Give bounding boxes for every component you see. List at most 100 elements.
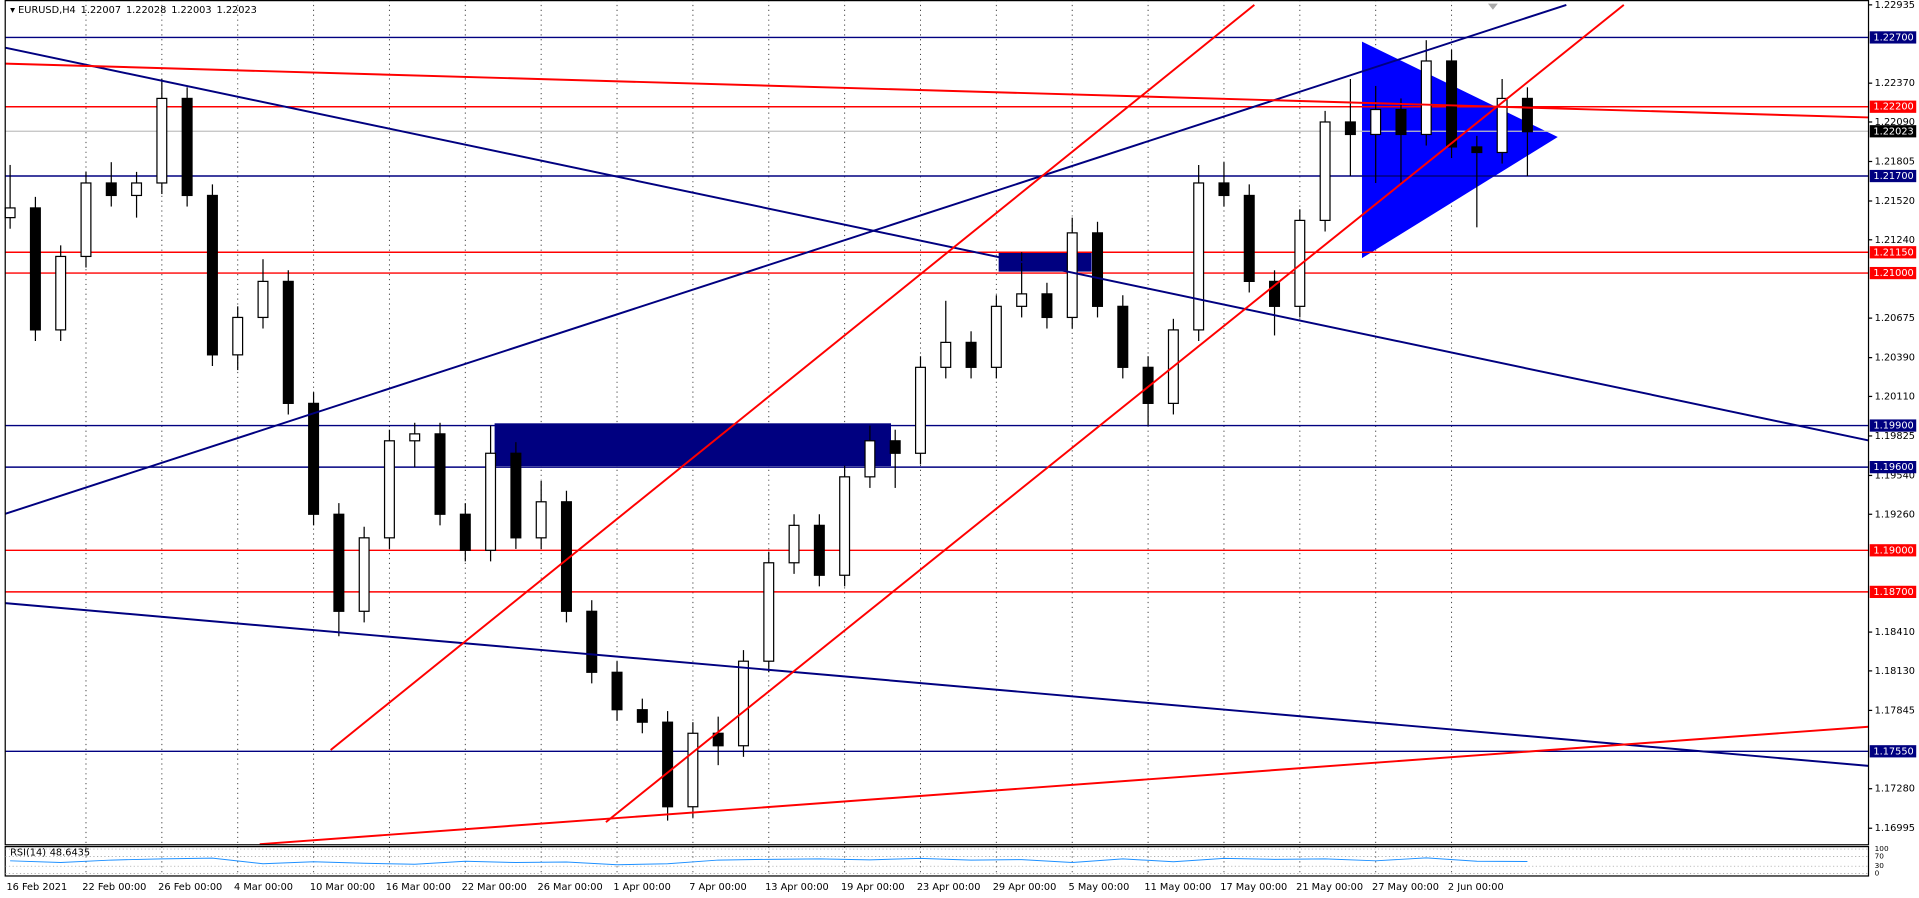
candle-body	[1117, 305, 1129, 368]
level-label-box	[1869, 246, 1917, 259]
candle-body	[1193, 182, 1205, 331]
candle-body	[131, 182, 143, 197]
candle-body	[434, 433, 446, 515]
candle-body	[1016, 293, 1028, 307]
x-tick-label: 2 Jun 00:00	[1448, 882, 1504, 893]
candle-body	[1294, 219, 1306, 307]
trendline	[259, 725, 1869, 846]
level-label: 1.19900	[1873, 421, 1913, 432]
x-tick-label: 22 Mar 00:00	[462, 882, 527, 893]
candle-body	[1218, 182, 1230, 197]
trendline	[605, 4, 1625, 823]
candle-body	[864, 440, 876, 478]
rsi-tick-label: 100	[1875, 844, 1889, 853]
candle-body	[763, 562, 775, 662]
y-tick-label: 1.16995	[1875, 823, 1915, 834]
level-label: 1.21000	[1873, 268, 1913, 279]
candle-body	[1066, 232, 1078, 319]
level-label: 1.22700	[1873, 32, 1913, 43]
level-label-box	[1869, 461, 1917, 474]
candle-body	[459, 513, 471, 551]
level-label-box	[1869, 169, 1917, 183]
rsi-value: 48.6435	[50, 848, 90, 859]
trendline	[5, 46, 1869, 442]
trendline	[330, 4, 1255, 751]
level-label: 1.22200	[1873, 102, 1913, 113]
level-label: 1.19600	[1873, 462, 1913, 473]
x-tick-label: 11 May 00:00	[1144, 882, 1211, 893]
candle-body	[1521, 97, 1533, 133]
rsi-header: RSI(14) 48.6435	[10, 848, 90, 859]
candles	[4, 40, 1533, 821]
close: 1.22023	[217, 5, 257, 16]
x-tick-label: 1 Apr 00:00	[613, 882, 670, 893]
candle-body	[1420, 60, 1432, 136]
level-label-box	[1869, 419, 1917, 432]
candle-body	[206, 194, 218, 356]
rsi-tick-label: 0	[1875, 869, 1880, 878]
level-label-box	[1869, 544, 1917, 557]
y-tick-label: 1.18130	[1875, 666, 1915, 677]
bid-label: 1.22023	[1873, 126, 1913, 137]
level-label-box	[1869, 745, 1917, 758]
rsi-tick-label: 30	[1875, 861, 1885, 870]
candle-body	[889, 440, 901, 454]
x-tick-label: 29 Apr 00:00	[993, 882, 1057, 893]
candle-body	[611, 671, 623, 711]
trendline	[4, 3, 1567, 515]
level-label: 1.21700	[1873, 171, 1913, 182]
candle-body	[839, 476, 851, 576]
candle-body	[687, 732, 699, 808]
shift-marker	[1488, 3, 1498, 10]
triangle-pattern	[1362, 41, 1558, 259]
candle-body	[940, 341, 952, 368]
x-tick-label: 21 May 00:00	[1296, 882, 1363, 893]
y-tick-label: 1.18410	[1875, 627, 1915, 638]
y-tick-label: 1.19260	[1875, 509, 1915, 520]
y-tick-label: 1.21240	[1875, 235, 1915, 246]
candle-body	[105, 182, 117, 197]
candle-body	[383, 440, 395, 539]
trendline	[5, 62, 1869, 119]
candle-body	[282, 280, 294, 404]
candle-body	[586, 610, 598, 673]
rsi-title: RSI(14)	[10, 848, 46, 859]
candle-body	[55, 255, 67, 331]
symbol: ▾	[10, 5, 18, 16]
candle-body	[358, 537, 370, 612]
level-label-box	[1869, 100, 1917, 113]
candle-body	[308, 402, 320, 515]
y-tick-label: 1.20675	[1875, 313, 1915, 324]
y-tick-label: 1.17845	[1875, 705, 1915, 716]
y-tick-label: 1.21520	[1875, 196, 1915, 207]
bid-label-box	[1869, 125, 1917, 138]
candle-body	[1344, 121, 1356, 136]
y-tick-label: 1.19540	[1875, 470, 1915, 481]
x-tick-label: 5 May 00:00	[1069, 882, 1130, 893]
candle-body	[80, 182, 92, 258]
price-axis: 16 Feb 2021 22 Feb 00:00 26 Feb 00:00 4 Mar…	[6, 0, 1917, 893]
symbol: EURUSD,H4	[18, 5, 76, 16]
y-tick-label: 1.17280	[1875, 784, 1915, 795]
candle-body	[990, 305, 1002, 368]
level-label: 1.17550	[1873, 746, 1913, 757]
x-tick-label: 26 Feb 00:00	[158, 882, 222, 893]
open: 1.22007	[81, 5, 121, 16]
candle-body	[1471, 146, 1483, 154]
level-label: 1.19000	[1873, 545, 1913, 556]
candle-body	[1243, 194, 1255, 283]
candle-body	[914, 366, 927, 454]
candle-body	[4, 207, 16, 219]
candle-body	[29, 207, 41, 331]
x-tick-label: 19 Apr 00:00	[841, 882, 905, 893]
candle-body	[788, 524, 800, 564]
x-tick-label: 16 Mar 00:00	[386, 882, 451, 893]
level-label-box	[1869, 266, 1917, 280]
x-tick-label: 7 Apr 00:00	[689, 882, 746, 893]
x-tick-label: 22 Feb 00:00	[82, 882, 146, 893]
candle-body	[662, 721, 674, 808]
candle-body	[156, 97, 168, 184]
y-tick-label: 1.22370	[1875, 78, 1915, 89]
candle-body	[737, 660, 749, 747]
